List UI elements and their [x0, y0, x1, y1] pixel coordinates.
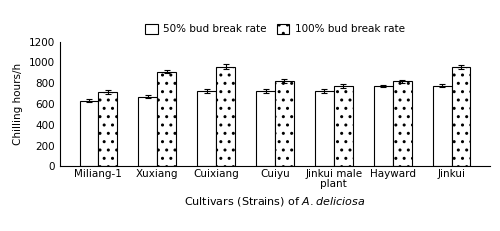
- Bar: [138, 97, 158, 166]
- Bar: [392, 81, 411, 166]
- Bar: [275, 81, 294, 166]
- Bar: [433, 86, 452, 166]
- Bar: [374, 86, 392, 166]
- Legend: 50% bud break rate, 100% bud break rate: 50% bud break rate, 100% bud break rate: [141, 19, 409, 38]
- Bar: [98, 92, 117, 166]
- Bar: [334, 86, 352, 166]
- X-axis label: Cultivars (Strains) of $\it{A.deliciosa}$: Cultivars (Strains) of $\it{A.deliciosa}…: [184, 195, 366, 208]
- Bar: [198, 91, 216, 166]
- Bar: [158, 72, 176, 166]
- Bar: [80, 101, 98, 166]
- Bar: [452, 67, 470, 166]
- Bar: [315, 91, 334, 166]
- Bar: [256, 91, 275, 166]
- Y-axis label: Chilling hours/h: Chilling hours/h: [14, 63, 24, 145]
- Bar: [216, 67, 235, 166]
